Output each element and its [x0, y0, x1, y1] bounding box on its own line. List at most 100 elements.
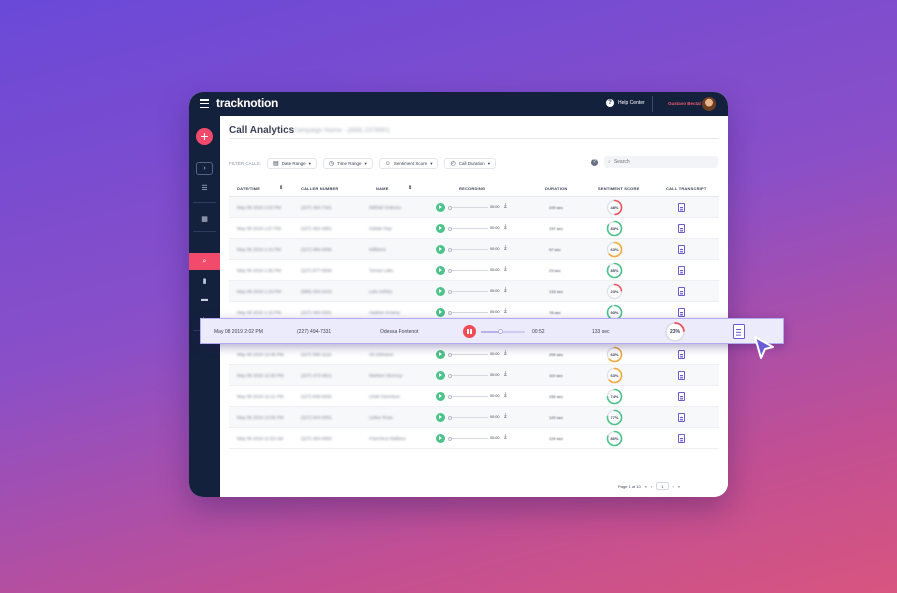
- recording-progress-knob[interactable]: [448, 289, 452, 294]
- filter-sentiment-score[interactable]: ☺ Sentiment Score ▾: [378, 158, 439, 169]
- transcript-icon[interactable]: [678, 434, 685, 443]
- download-icon[interactable]: ⤓: [504, 434, 507, 440]
- add-button[interactable]: +: [196, 128, 213, 145]
- recording-progress-track[interactable]: [450, 312, 488, 313]
- table-row[interactable]: May 08 2019 1:35 PM (227) 977-0506 Tomas L…: [229, 260, 719, 281]
- recording-progress-track[interactable]: [450, 375, 488, 376]
- sort-icon[interactable]: ⇕: [279, 185, 284, 191]
- recording-progress-knob[interactable]: [498, 329, 504, 334]
- recording-progress-track[interactable]: [481, 331, 525, 333]
- recording-progress-track[interactable]: [450, 270, 488, 271]
- menu-icon[interactable]: [200, 99, 209, 108]
- search-calls-icon[interactable]: ⌕: [189, 253, 220, 270]
- play-button[interactable]: [436, 245, 445, 254]
- download-icon[interactable]: ⤓: [504, 203, 507, 209]
- transcript-icon[interactable]: [678, 371, 685, 380]
- transcript-icon[interactable]: [678, 392, 685, 401]
- play-button[interactable]: [436, 413, 445, 422]
- play-button[interactable]: [436, 203, 445, 212]
- filter-time-range[interactable]: ◷ Time Range ▾: [322, 158, 373, 169]
- recording-progress-knob[interactable]: [448, 205, 452, 210]
- chat-icon[interactable]: ▬: [201, 296, 208, 303]
- transcript-icon[interactable]: [678, 203, 685, 212]
- play-button[interactable]: [436, 350, 445, 359]
- recording-progress-track[interactable]: [450, 417, 488, 418]
- download-icon[interactable]: ⤓: [504, 266, 507, 272]
- list-icon[interactable]: ☰: [201, 185, 208, 192]
- download-icon[interactable]: ⤓: [504, 350, 507, 356]
- help-center-link[interactable]: ? Help Center: [606, 99, 645, 107]
- download-icon[interactable]: ⤓: [504, 371, 507, 377]
- download-icon[interactable]: ⤓: [504, 224, 507, 230]
- col-duration[interactable]: DURATION: [545, 186, 568, 191]
- transcript-icon[interactable]: [678, 245, 685, 254]
- transcript-icon[interactable]: [678, 308, 685, 317]
- last-page-icon[interactable]: »: [677, 483, 681, 489]
- recording-progress-knob[interactable]: [448, 352, 452, 357]
- table-row[interactable]: May 08 2019 11:53 AM (227) 494-0050 Franci…: [229, 428, 719, 449]
- prev-page-icon[interactable]: ‹: [650, 483, 653, 489]
- table-row[interactable]: May 08 2019 1:42 PM (227) 966-0086 William…: [229, 239, 719, 260]
- table-row[interactable]: May 08 2019 2:02 PM (227) 494-7331 Mikhail…: [229, 197, 719, 218]
- recording-progress-track[interactable]: [450, 228, 488, 229]
- recording-progress-track[interactable]: [450, 354, 488, 355]
- transcript-icon[interactable]: [678, 266, 685, 275]
- question-icon[interactable]: ?: [591, 159, 598, 166]
- page-number-input[interactable]: 1: [656, 482, 669, 490]
- table-row[interactable]: May 08 2019 12:08 PM (227) 944-0061 Linker…: [229, 407, 719, 428]
- recording-progress-knob[interactable]: [448, 436, 452, 441]
- play-button[interactable]: [436, 392, 445, 401]
- sort-icon[interactable]: ⇕: [408, 185, 413, 191]
- transcript-icon[interactable]: [678, 413, 685, 422]
- recording-progress-track[interactable]: [450, 291, 488, 292]
- avatar[interactable]: [702, 97, 716, 111]
- filter-call-duration[interactable]: ◴ Call Duration ▾: [444, 158, 496, 169]
- col-sentiment-score[interactable]: SENTIMENT SCORE: [598, 186, 640, 191]
- download-icon[interactable]: ⤓: [504, 413, 507, 419]
- download-icon[interactable]: ⤓: [504, 392, 507, 398]
- col-name[interactable]: NAME: [376, 186, 389, 191]
- recording-progress-knob[interactable]: [448, 373, 452, 378]
- recording-progress-knob[interactable]: [448, 310, 452, 315]
- play-button[interactable]: [436, 287, 445, 296]
- table-row[interactable]: May 08 2019 12:30 PM (227) 473-4921 Marlee…: [229, 365, 719, 386]
- recording-progress-track[interactable]: [450, 438, 488, 439]
- recording-progress-knob[interactable]: [448, 415, 452, 420]
- bar-chart-icon[interactable]: ▮: [202, 278, 207, 285]
- recording-progress-track[interactable]: [450, 249, 488, 250]
- table-row[interactable]: May 08 2019 1:18 PM (886) 494-2243 Lalo As…: [229, 281, 719, 302]
- line-chart-icon[interactable]: ⌞: [199, 313, 210, 322]
- play-button[interactable]: [436, 371, 445, 380]
- table-row[interactable]: May 08 2019 1:57 PM (227) 462-4951 Odette …: [229, 218, 719, 239]
- search-box[interactable]: ⌕: [604, 156, 718, 168]
- download-icon[interactable]: ⤓: [504, 245, 507, 251]
- recording-progress-knob[interactable]: [448, 247, 452, 252]
- col-caller-number[interactable]: CALLER NUMBER: [301, 186, 339, 191]
- transcript-icon[interactable]: [678, 287, 685, 296]
- highlighted-call-row[interactable]: May 08 2019 2:02 PM (227) 494-7331 Odess…: [200, 318, 784, 344]
- filter-date-range[interactable]: ▤ Date Range ▾: [266, 158, 317, 169]
- next-page-icon[interactable]: ›: [672, 483, 674, 489]
- pause-button[interactable]: [463, 325, 476, 338]
- recording-progress-track[interactable]: [450, 396, 488, 397]
- search-input[interactable]: [613, 159, 704, 165]
- transcript-icon[interactable]: [678, 350, 685, 359]
- recording-progress-knob[interactable]: [448, 226, 452, 231]
- expand-sidebar-button[interactable]: ›: [196, 162, 213, 175]
- user-name[interactable]: Gustavo Bectal: [668, 101, 701, 106]
- play-button[interactable]: [436, 434, 445, 443]
- recording-progress-knob[interactable]: [448, 394, 452, 399]
- first-page-icon[interactable]: «: [644, 483, 647, 489]
- recording-progress-knob[interactable]: [448, 268, 452, 273]
- recording-progress-track[interactable]: [450, 207, 488, 208]
- table-row[interactable]: May 08 2019 12:21 PM (227) 848-9202 Uriah …: [229, 386, 719, 407]
- play-button[interactable]: [436, 224, 445, 233]
- transcript-icon[interactable]: [733, 324, 745, 339]
- play-button[interactable]: [436, 266, 445, 275]
- play-button[interactable]: [436, 308, 445, 317]
- table-row[interactable]: May 08 2019 12:46 PM (227) 556-1122 Ali Jo…: [229, 344, 719, 365]
- grid-icon[interactable]: ▦: [201, 216, 208, 223]
- col-date-time[interactable]: DATE/TIME: [237, 186, 261, 191]
- download-icon[interactable]: ⤓: [504, 287, 507, 293]
- transcript-icon[interactable]: [678, 224, 685, 233]
